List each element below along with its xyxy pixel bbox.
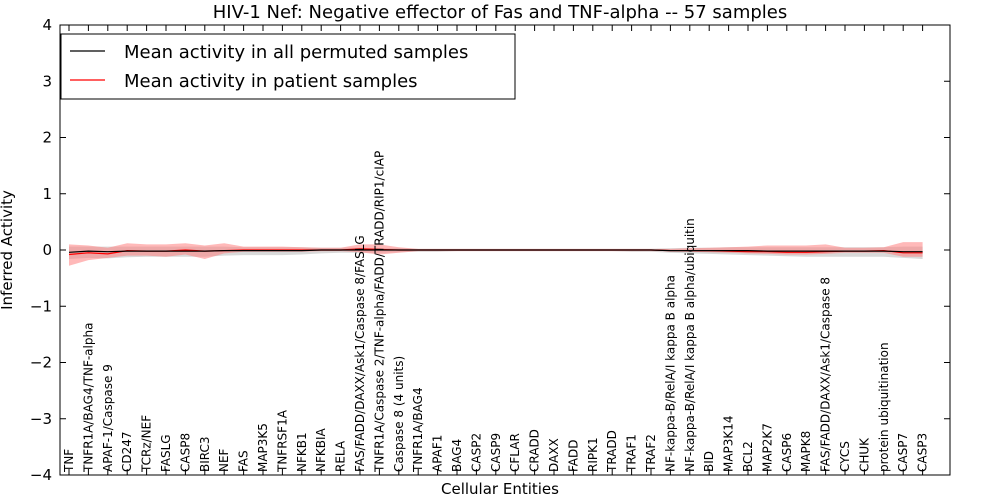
y-tick-label: 1 [42, 185, 52, 203]
x-tick-label-tnfrsf1a: TNFRSF1A [275, 409, 289, 473]
x-tick-label-casp8: CASP8 [178, 433, 192, 472]
x-tick-label-mapk8: MAPK8 [799, 431, 813, 472]
y-tick-label: 0 [42, 241, 52, 259]
y-tick-label: −4 [30, 466, 52, 484]
band-mean-activity-in-patient-samples [69, 242, 923, 266]
x-tick-label-casp9: CASP9 [489, 433, 503, 472]
x-tick-label-protein-ubiquitination: protein ubiquitination [877, 342, 891, 472]
x-tick-label-casp3: CASP3 [916, 433, 930, 472]
x-tick-label-bid: BID [702, 451, 716, 472]
x-tick-label-fas-fadd-daxx-ask1-caspase-8: FAS/FADD/DAXX/Ask1/Caspase 8 [819, 277, 833, 472]
x-tick-label-cd247: CD247 [120, 431, 134, 472]
legend-box [60, 33, 516, 100]
x-tick-label-cycs: CYCS [838, 441, 852, 472]
x-tick-label-fas: FAS [237, 450, 251, 472]
x-tick-label-fas-fadd-daxx-ask1-caspase-8-faslg: FAS/FADD/DAXX/Ask1/Caspase 8/FASLG [353, 235, 367, 472]
series-lines [68, 248, 923, 256]
y-tick-label: −1 [30, 297, 52, 315]
y-axis-label: Inferred Activity [0, 190, 16, 310]
x-tick-label-ripk1: RIPK1 [586, 437, 600, 472]
legend-entry-permuted: Mean activity in all permuted samples [124, 42, 468, 63]
x-tick-label-daxx: DAXX [547, 438, 561, 472]
x-tick-label-nfkb1: NFKB1 [295, 432, 309, 472]
x-tick-label-rela: RELA [334, 440, 348, 472]
x-tick-label-fadd: FADD [566, 440, 580, 473]
x-tick-label-traf1: TRAF1 [625, 434, 639, 473]
y-tick-label: 4 [42, 16, 52, 34]
y-tick-label: 3 [42, 72, 52, 90]
x-tick-label-tcrz-nef: TCRz/NEF [140, 415, 154, 473]
legend-entry-patient: Mean activity in patient samples [124, 71, 418, 92]
y-tick-label: −3 [30, 410, 52, 428]
x-tick-label-casp2: CASP2 [469, 433, 483, 472]
x-tick-label-bcl2: BCL2 [741, 441, 755, 472]
x-tick-label-nf-kappa-b-rela-i-kappa-b-alpha-ubiquitin: NF-kappa-B/RelA/I kappa B alpha/ubiquiti… [683, 218, 697, 472]
x-tick-label-caspase-8-4-units: Caspase 8 (4 units) [392, 356, 406, 472]
x-tick-label-apaf1: APAF1 [431, 435, 445, 472]
y-tick-labels: 4 3 2 1 0 −1 −2 −3 −4 [30, 16, 52, 484]
x-tick-label-tnf: TNF [62, 449, 76, 473]
x-axis-label: Cellular Entities [441, 480, 559, 498]
x-tick-label-nef: NEF [217, 448, 231, 472]
x-tick-label-map3k5: MAP3K5 [256, 423, 270, 472]
chart-title: HIV-1 Nef: Negative effector of Fas and … [213, 2, 788, 23]
axis-ticks [60, 24, 950, 476]
x-tick-label-map2k7: MAP2K7 [760, 423, 774, 472]
x-tick-label-tnfr1a-bag4: TNFR1A/BAG4 [411, 387, 425, 473]
x-tick-label-birc3: BIRC3 [198, 436, 212, 472]
x-tick-label-cradd: CRADD [528, 429, 542, 472]
y-tick-label: −2 [30, 354, 52, 372]
x-tick-label-cflar: CFLAR [508, 433, 522, 472]
x-tick-label-nfkbia: NFKBIA [314, 427, 328, 472]
x-tick-label-bag4: BAG4 [450, 439, 464, 472]
y-tick-label: 2 [42, 129, 52, 147]
x-tick-label-tnfr1a-caspase-2-tnf-alpha-fadd-tradd-rip1-ciap: TNFR1A/Caspase 2/TNF-alpha/FADD/TRADD/RI… [372, 151, 386, 473]
x-tick-label-casp7: CASP7 [896, 433, 910, 472]
line-mean-activity-in-all-permuted-samples [68, 249, 923, 253]
x-tick-label-traf2: TRAF2 [644, 434, 658, 473]
x-tick-label-apaf-1-caspase-9: APAF-1/Caspase 9 [101, 364, 115, 472]
x-tick-label-tnfr1a-bag4-tnf-alpha: TNFR1A/BAG4/TNF-alpha [81, 323, 95, 473]
legend: Mean activity in all permuted samples Me… [60, 33, 516, 100]
x-tick-label-chuk: CHUK [857, 437, 871, 472]
x-tick-label-nf-kappa-b-rela-i-kappa-b-alpha: NF-kappa-B/RelA/I kappa B alpha [663, 275, 677, 472]
x-tick-label-map3k14: MAP3K14 [722, 415, 736, 472]
x-tick-label-casp6: CASP6 [780, 433, 794, 472]
x-tick-label-tradd: TRADD [605, 430, 619, 473]
x-tick-labels: TNF TNFR1A/BAG4/TNF-alpha APAF-1/Caspase 9… [62, 151, 930, 473]
x-tick-label-faslg: FASLG [159, 434, 173, 472]
